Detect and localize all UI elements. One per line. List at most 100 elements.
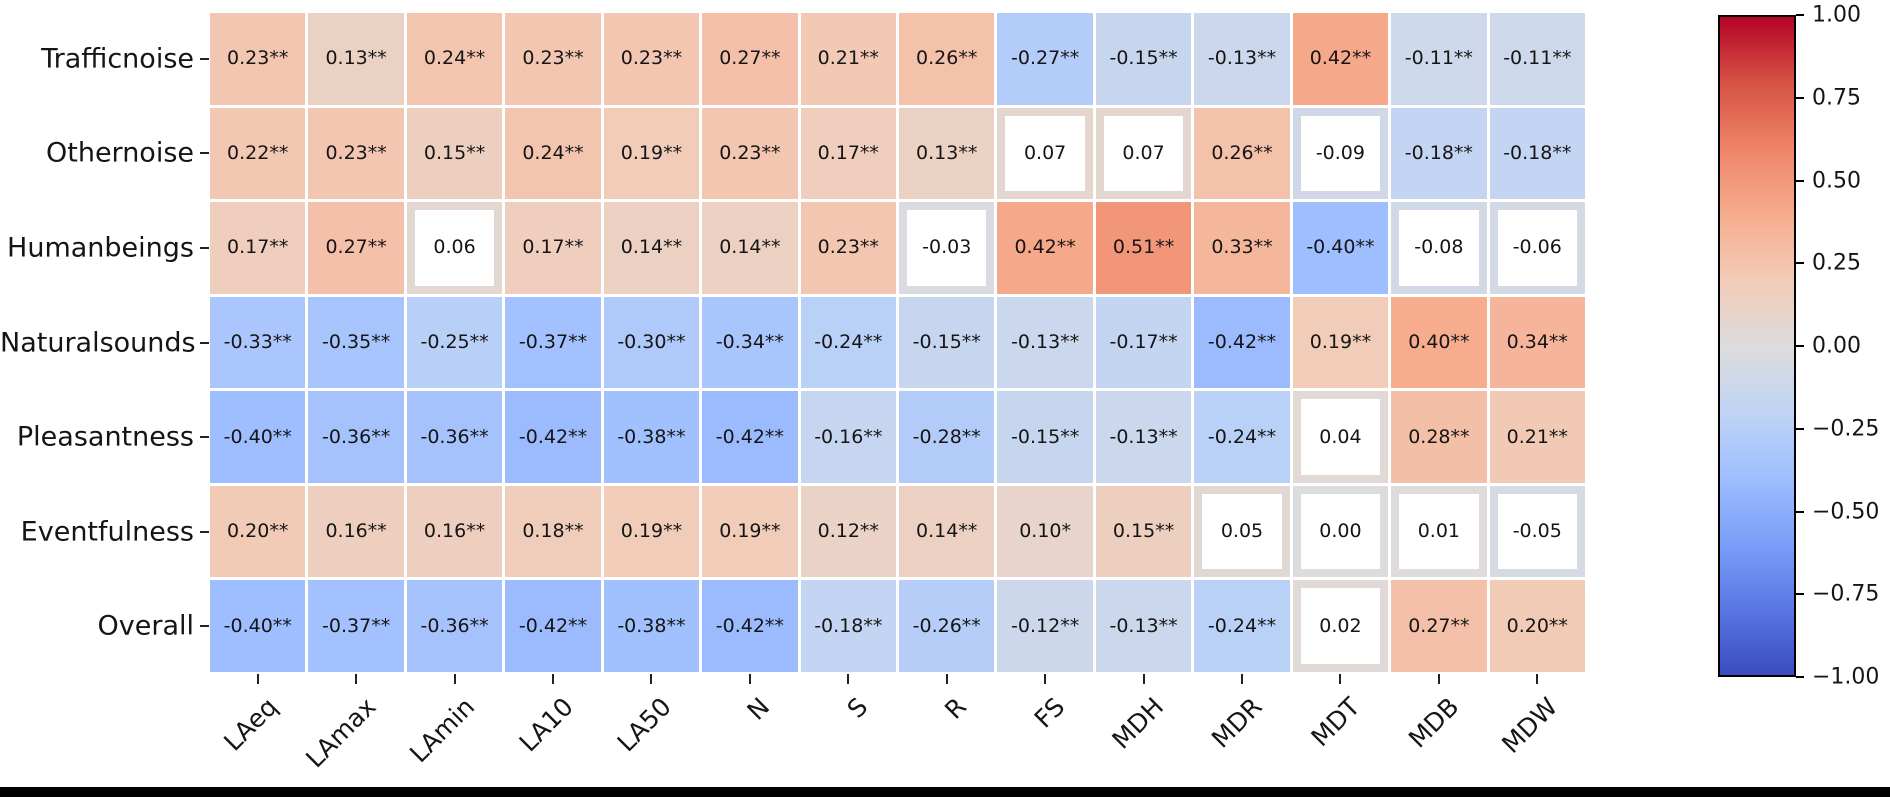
nonsignificant-cell-mask	[1399, 493, 1479, 570]
x-axis-tick	[945, 674, 948, 684]
heatmap-cell-Eventfulness-LAmax: 0.16**	[308, 485, 404, 578]
x-axis-tick	[1142, 674, 1145, 684]
cell-value: -0.24**	[814, 330, 883, 353]
colorbar-tick-label: 0.25	[1812, 250, 1861, 276]
heatmap-cell-Humanbeings-R: -0.03	[899, 202, 995, 294]
x-axis-label-S: S	[842, 692, 874, 724]
cell-value: -0.33**	[223, 330, 292, 353]
cell-value: -0.15**	[1109, 47, 1178, 70]
cell-value: 0.23**	[620, 47, 683, 70]
cell-value: -0.06	[1512, 236, 1562, 259]
colorbar-tick-label: −0.25	[1812, 416, 1880, 442]
heatmap-cell-Othernoise-LAeq: 0.22**	[210, 107, 306, 200]
colorbar-tick	[1796, 262, 1804, 265]
cell-value: -0.37**	[518, 330, 588, 353]
heatmap-cell-Eventfulness-LAeq: 0.20**	[210, 485, 306, 578]
x-axis-label-MDT: MDT	[1305, 692, 1366, 753]
y-axis-label-Trafficnoise: Trafficnoise	[41, 43, 194, 75]
cell-value: -0.13**	[1011, 330, 1080, 353]
heatmap-cell-Othernoise-MDB: -0.18**	[1391, 107, 1487, 200]
heatmap-cell-Overall-LAeq: -0.40**	[210, 580, 306, 672]
cell-value: -0.09	[1315, 141, 1365, 164]
x-axis-tick	[847, 674, 850, 684]
cell-value: -0.36**	[420, 614, 489, 637]
heatmap-cell-Humanbeings-N: 0.14**	[702, 202, 798, 294]
colorbar-tick	[1796, 179, 1804, 182]
cell-value: -0.34**	[715, 330, 784, 353]
heatmap-cell-Othernoise-MDW: -0.18**	[1489, 107, 1585, 200]
nonsignificant-cell-mask	[414, 210, 495, 286]
heatmap-cell-Humanbeings-S: 0.23**	[800, 202, 896, 294]
y-axis-tick	[200, 57, 209, 60]
heatmap-cell-Humanbeings-LAeq: 0.17**	[210, 202, 306, 294]
heatmap-cell-Pleasantness-MDB: 0.28**	[1391, 391, 1487, 483]
heatmap-cell-Eventfulness-S: 0.12**	[800, 485, 896, 578]
cell-value: -0.35**	[322, 330, 391, 353]
heatmap-cell-Naturalsounds-S: -0.24**	[800, 296, 896, 389]
cell-value: 0.26**	[916, 47, 978, 70]
heatmap-grid: 0.23** 0.13** 0.24** 0.23** 0.23** 0.27** 0.21…	[210, 13, 1585, 672]
cell-value: 0.19**	[620, 141, 683, 164]
x-axis-tick	[1339, 674, 1342, 684]
heatmap-cell-Eventfulness-R: 0.14**	[899, 485, 995, 578]
cell-value: -0.42**	[518, 425, 588, 448]
x-axis-label-MDR: MDR	[1205, 692, 1268, 754]
cell-value: 0.23**	[719, 141, 781, 164]
cell-value: -0.13**	[1207, 47, 1277, 70]
cell-value: -0.26**	[912, 614, 981, 637]
cell-value: -0.36**	[420, 425, 489, 448]
heatmap-cell-Othernoise-MDR: 0.26**	[1194, 107, 1290, 200]
nonsignificant-cell-mask	[1497, 210, 1577, 286]
cell-value: 0.14**	[719, 236, 781, 259]
heatmap-cell-Naturalsounds-R: -0.15**	[899, 296, 995, 389]
heatmap-cell-Humanbeings-MDR: 0.33**	[1194, 202, 1290, 294]
nonsignificant-cell-mask	[1202, 493, 1282, 570]
cell-value: 0.27**	[1408, 614, 1470, 637]
nonsignificant-cell-mask	[1300, 588, 1381, 664]
cell-value: -0.13**	[1109, 425, 1178, 448]
cell-value: 0.13**	[325, 47, 387, 70]
heatmap-cell-Eventfulness-MDB: 0.01	[1391, 485, 1487, 578]
cell-value: 0.22**	[227, 141, 289, 164]
cell-value: -0.40**	[223, 614, 292, 637]
heatmap-cell-Naturalsounds-MDH: -0.17**	[1095, 296, 1192, 389]
heatmap-cell-Overall-R: -0.26**	[899, 580, 995, 672]
cell-value: 0.20**	[227, 520, 289, 543]
heatmap-cell-Eventfulness-FS: 0.10*	[997, 485, 1093, 578]
heatmap-cell-Overall-MDB: 0.27**	[1391, 580, 1487, 672]
heatmap-cell-Eventfulness-LA10: 0.18**	[505, 485, 601, 578]
x-axis-tick	[1437, 674, 1440, 684]
colorbar-tick	[1796, 345, 1804, 347]
x-axis-label-LAmax: LAmax	[300, 692, 382, 774]
cell-value: -0.40**	[223, 425, 292, 448]
heatmap-cell-Pleasantness-MDR: -0.24**	[1194, 391, 1290, 483]
cell-value: 0.10*	[1019, 520, 1072, 543]
heatmap-cell-Trafficnoise-LA10: 0.23**	[505, 13, 601, 105]
heatmap-cell-Overall-MDT: 0.02	[1292, 580, 1389, 672]
heatmap-cell-Othernoise-R: 0.13**	[899, 107, 995, 200]
cell-value: 0.06	[433, 236, 476, 259]
colorbar-tick	[1796, 96, 1804, 99]
heatmap-cell-Trafficnoise-S: 0.21**	[800, 13, 896, 105]
heatmap-cell-Trafficnoise-N: 0.27**	[702, 13, 798, 105]
cell-value: 0.23**	[227, 47, 289, 70]
heatmap-cell-Pleasantness-MDH: -0.13**	[1095, 391, 1192, 483]
cell-value: 0.15**	[1112, 520, 1175, 543]
heatmap-cell-Humanbeings-FS: 0.42**	[997, 202, 1093, 294]
x-axis-label-R: R	[939, 692, 973, 725]
cell-value: -0.18**	[1503, 141, 1572, 164]
cell-value: -0.24**	[1207, 425, 1277, 448]
cell-value: 0.17**	[227, 236, 289, 259]
heatmap-cell-Pleasantness-LAmax: -0.36**	[308, 391, 404, 483]
cell-value: -0.13**	[1109, 614, 1178, 637]
cell-value: -0.28**	[912, 425, 981, 448]
heatmap-cell-Humanbeings-LA50: 0.14**	[603, 202, 700, 294]
cell-value: -0.15**	[912, 330, 981, 353]
cell-value: -0.37**	[322, 614, 391, 637]
heatmap-cell-Pleasantness-LA10: -0.42**	[505, 391, 601, 483]
heatmap-cell-Othernoise-LA10: 0.24**	[505, 107, 601, 200]
cell-value: -0.42**	[1207, 330, 1277, 353]
heatmap-cell-Othernoise-FS: 0.07	[997, 107, 1093, 200]
heatmap-cell-Trafficnoise-LAeq: 0.23**	[210, 13, 306, 105]
